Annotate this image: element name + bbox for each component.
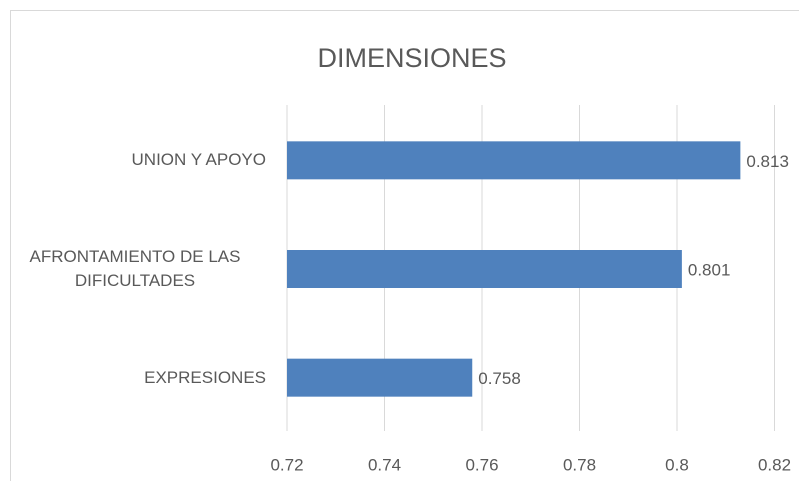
x-tick-label: 0.76 (465, 455, 498, 474)
y-tick-label: EXPRESIONES (144, 367, 266, 387)
chart-frame (10, 10, 799, 481)
y-tick-label: AFRONTAMIENTO DE LAS DIFICULTADES (29, 247, 241, 290)
data-label: 0.801 (688, 260, 731, 279)
x-tick-label: 0.72 (270, 455, 303, 474)
chart-title: DIMENSIONES (317, 43, 506, 73)
x-tick-label: 0.74 (368, 455, 401, 474)
bar (287, 141, 741, 180)
y-tick-label-box: EXPRESIONES (144, 366, 266, 390)
y-tick-label: UNION Y APOYO (131, 150, 266, 170)
x-tick-label: 0.82 (758, 455, 791, 474)
bar (287, 250, 682, 288)
x-tick-label: 0.8 (665, 455, 689, 474)
y-tick-label-box: AFRONTAMIENTO DE LAS DIFICULTADES (4, 245, 266, 293)
bar (287, 358, 473, 397)
y-tick-label-box: UNION Y APOYO (132, 148, 266, 172)
x-tick-label: 0.78 (563, 455, 596, 474)
data-label: 0.758 (478, 369, 521, 388)
data-label: 0.813 (746, 152, 789, 171)
